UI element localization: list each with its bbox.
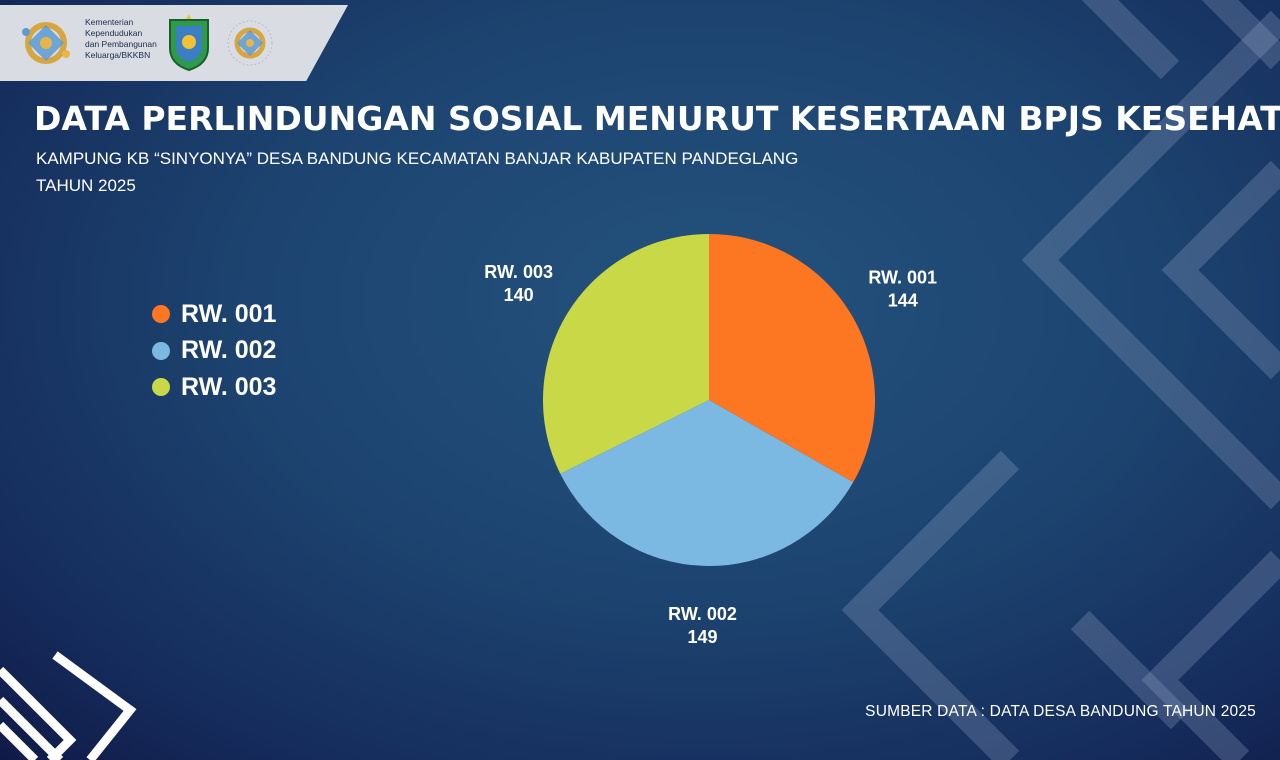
balai-penyuluh-logo-icon [227,20,273,66]
subtitle: KAMPUNG KB “SINYONYA” DESA BANDUNG KECAM… [36,145,798,199]
corner-pattern [0,651,137,760]
legend-item-rw002: RW. 002 [152,333,276,370]
ministry-name: Kementerian Kependudukan dan Pembangunan… [85,17,157,60]
slice-value-003: 140 [504,285,534,305]
legend-swatch-rw001 [152,305,170,324]
legend-item-rw003: RW. 003 [152,369,276,406]
slice-value-002: 149 [687,627,717,647]
slice-label-001: RW. 001 [868,268,937,288]
legend-swatch-rw003 [152,378,170,397]
data-source: SUMBER DATA : DATA DESA BANDUNG TAHUN 20… [865,703,1256,720]
chart-legend: RW. 001 RW. 002 RW. 003 [152,296,276,406]
legend-label-rw003: RW. 003 [181,372,277,401]
slice-label-003: RW. 003 [484,262,553,282]
subtitle-year: TAHUN 2025 [36,176,136,195]
pie-slice-001 [709,234,875,483]
legend-swatch-rw002 [152,341,170,360]
page-title: DATA PERLINDUNGAN SOSIAL MENURUT KESERTA… [34,99,1280,138]
bkkbn-logo-icon [22,22,70,64]
legend-label-rw002: RW. 002 [181,336,277,365]
legend-item-rw001: RW. 001 [152,296,276,333]
slice-label-002: RW. 002 [668,604,737,624]
subtitle-location: KAMPUNG KB “SINYONYA” DESA BANDUNG KECAM… [36,149,799,168]
legend-label-rw001: RW. 001 [181,299,277,328]
pie-slice-003 [543,234,709,474]
pandeglang-crest-icon [169,14,209,72]
slice-value-001: 144 [888,291,918,311]
background-pattern [841,0,1280,760]
pie-slice-002 [560,400,854,566]
